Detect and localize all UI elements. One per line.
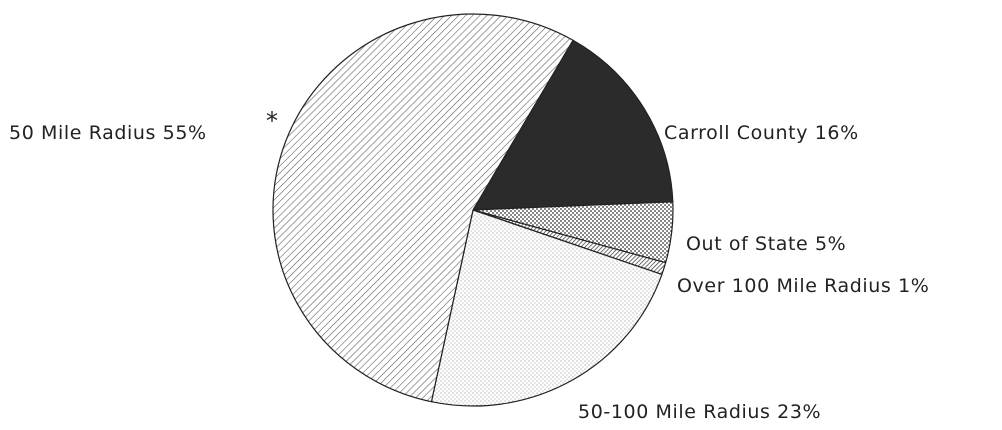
pie-slice-1 — [472, 39, 674, 211]
pie-slice-4 — [430, 209, 663, 407]
slice-annotation-asterisk: * — [266, 107, 279, 135]
slice-label-1: Carroll County 16% — [664, 122, 859, 144]
pie-slices — [272, 13, 674, 407]
pie-labels: Carroll County 16% Out of State 5% Over 10… — [9, 107, 929, 423]
slice-label-4: 50-100 Mile Radius 23% — [578, 401, 821, 423]
slice-label-3: Over 100 Mile Radius 1% — [677, 275, 929, 297]
slice-label-2: Out of State 5% — [686, 233, 846, 255]
pie-slice-5 — [272, 13, 574, 403]
slice-label-5: 50 Mile Radius 55% — [9, 122, 207, 144]
